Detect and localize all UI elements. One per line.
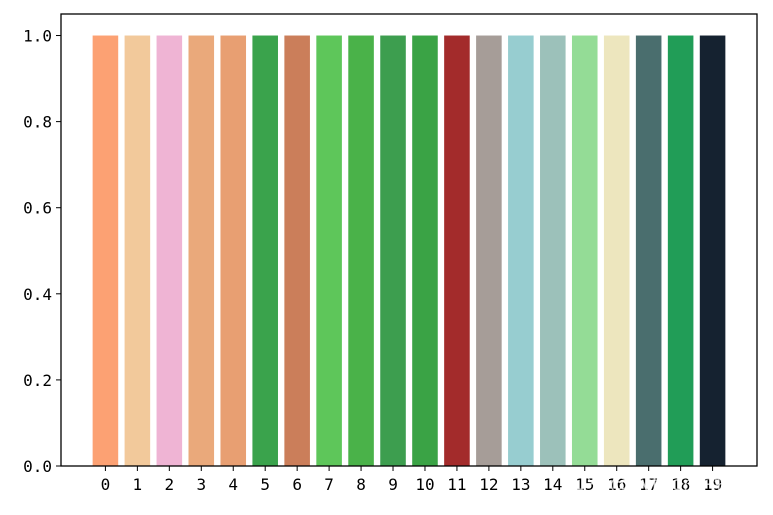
bar-10 — [412, 35, 438, 467]
bar-11 — [444, 35, 470, 467]
x-tick-label-1: 1 — [133, 475, 143, 494]
x-tick-label-4: 4 — [228, 475, 238, 494]
x-tick-label-5: 5 — [260, 475, 270, 494]
bar-12 — [476, 35, 502, 467]
x-tick-label-14: 14 — [543, 475, 562, 494]
bar-1 — [124, 35, 151, 467]
bar-5 — [252, 35, 278, 467]
watermark: 知乎 @python生物人 — [565, 473, 752, 495]
bar-17 — [635, 35, 662, 467]
x-tick-label-7: 7 — [324, 475, 334, 494]
y-tick-label-1.0: 1.0 — [23, 27, 52, 46]
x-tick-label-19: 19 — [703, 475, 722, 494]
bar-9 — [380, 35, 406, 467]
x-tick-label-10: 10 — [415, 475, 434, 494]
x-tick-label-15: 15 — [575, 475, 594, 494]
x-tick-label-12: 12 — [479, 475, 498, 494]
x-axis-ticks: 0 1 2 3 4 5 6 7 8 9 10 11 12 13 14 15 16 17 18 19 — [101, 466, 722, 494]
bar-13 — [508, 35, 534, 467]
bar-6 — [284, 35, 310, 467]
x-tick-label-0: 0 — [101, 475, 111, 494]
x-tick-label-8: 8 — [356, 475, 366, 494]
y-tick-label-0.4: 0.4 — [23, 285, 52, 304]
plot-frame — [60, 13, 758, 467]
bars-group — [92, 35, 726, 467]
y-tick-label-0.2: 0.2 — [23, 371, 52, 390]
bar-0 — [92, 35, 119, 467]
bar-18 — [667, 35, 694, 467]
bar-7 — [316, 35, 342, 467]
bar-4 — [220, 35, 247, 467]
x-tick-label-11: 11 — [447, 475, 466, 494]
bar-15 — [571, 35, 598, 467]
x-tick-label-6: 6 — [292, 475, 302, 494]
bar-8 — [348, 35, 374, 467]
x-tick-label-16: 16 — [607, 475, 626, 494]
y-tick-label-0.0: 0.0 — [23, 457, 52, 476]
y-axis-ticks: 0.0 0.2 0.4 0.6 0.8 1.0 — [23, 27, 61, 476]
bar-19 — [699, 35, 726, 467]
y-tick-label-0.6: 0.6 — [23, 199, 52, 218]
x-tick-label-3: 3 — [196, 475, 206, 494]
x-tick-label-2: 2 — [165, 475, 175, 494]
x-tick-label-17: 17 — [639, 475, 658, 494]
x-tick-label-9: 9 — [388, 475, 398, 494]
x-tick-label-18: 18 — [671, 475, 690, 494]
bar-14 — [540, 35, 566, 467]
y-tick-label-0.8: 0.8 — [23, 113, 52, 132]
bar-2 — [156, 35, 183, 467]
x-tick-label-13: 13 — [511, 475, 530, 494]
bar-16 — [603, 35, 630, 467]
bar-3 — [188, 35, 215, 467]
